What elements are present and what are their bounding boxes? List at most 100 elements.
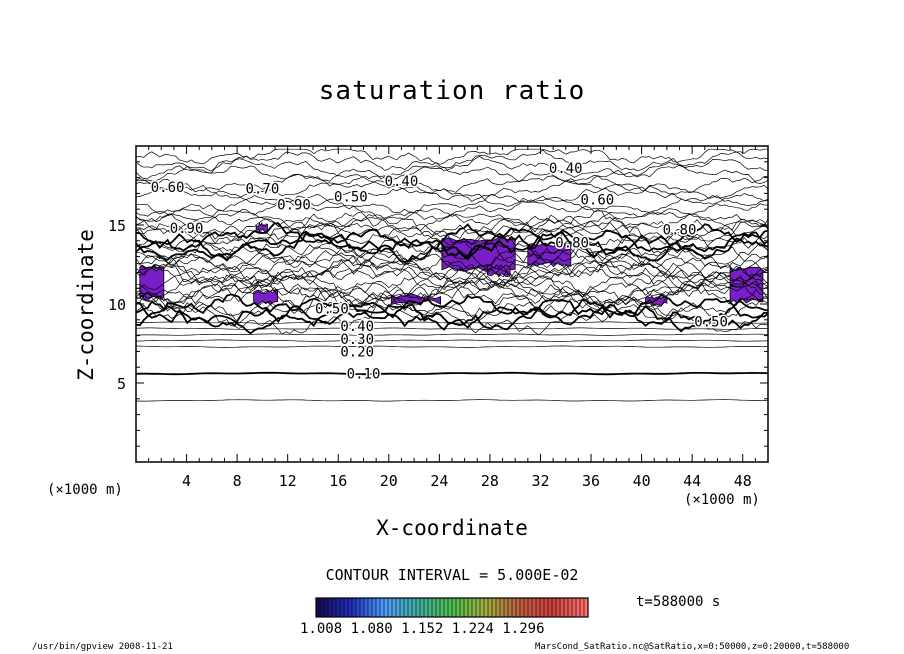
colorbar-swatch [560, 598, 565, 617]
supersaturated-region [441, 236, 516, 272]
contour-line [135, 178, 769, 202]
colorbar-swatch [584, 598, 589, 617]
colorbar-swatch [424, 598, 429, 617]
contour-label: 0.70 [246, 182, 280, 198]
x-tick-label: 32 [531, 472, 549, 490]
contour-labels-layer: 0.100.200.300.400.500.60 0.70 0.500.400.40… [149, 160, 729, 384]
colorbar-swatch [348, 598, 353, 617]
colorbar-swatch [540, 598, 545, 617]
x-tick-label: 20 [380, 472, 398, 490]
colorbar-swatch [448, 598, 453, 617]
colorbar-swatch [544, 598, 549, 617]
contour-line [135, 339, 768, 342]
colorbar-swatch [476, 598, 481, 617]
footer-left: /usr/bin/gpview 2008-11-21 [32, 642, 173, 652]
contour-line [135, 254, 769, 290]
colorbar-swatch [360, 598, 365, 617]
colorbar-tick-label: 1.008 [300, 621, 343, 637]
colorbar-swatch [388, 598, 393, 617]
contour-label: 0.90 [170, 221, 204, 237]
x-tick-label: 40 [633, 472, 651, 490]
y-tick-label: 15 [108, 217, 126, 235]
contour-line [135, 228, 769, 261]
contour-label: 0.60 [581, 193, 615, 209]
colorbar-swatch [496, 598, 501, 617]
footer-right: MarsCond_SatRatio.nc@SatRatio,x=0:50000,… [535, 642, 850, 652]
contour-interval-text: CONTOUR INTERVAL = 5.000E-02 [325, 566, 579, 584]
contour-line [135, 193, 769, 215]
colorbar-swatch [356, 598, 361, 617]
colorbar-swatch [556, 598, 561, 617]
colorbar-frame [315, 597, 589, 618]
contour-label: 0.60 [151, 180, 185, 196]
contour-label: 0.50 [315, 302, 349, 318]
contour-label: 0.40 [549, 161, 583, 177]
colorbar-swatch [464, 598, 469, 617]
colorbar-swatch [428, 598, 433, 617]
y-tick-label: 5 [117, 375, 126, 393]
colorbar-swatch [380, 598, 385, 617]
colorbar-tick-labels: 1.008 1.080 1.152 1.224 1.296 [300, 621, 545, 637]
colorbar-swatch [416, 598, 421, 617]
contour-line [135, 220, 769, 254]
colorbar-swatch [344, 598, 349, 617]
colorbar-swatch [508, 598, 513, 617]
time-label: t=588000 s [636, 594, 721, 610]
x-tick-label: 4 [182, 472, 191, 490]
colorbar-tick-label: 1.080 [350, 621, 393, 637]
colorbar-swatch [384, 598, 389, 617]
y-axis-label: Z-coordinate [74, 229, 98, 381]
colorbar-swatch [480, 598, 485, 617]
contour-line [135, 297, 769, 329]
colorbar-swatch [488, 598, 493, 617]
colorbar-swatch [372, 598, 377, 617]
contour-line [135, 213, 769, 245]
contour-label: 0.10 [347, 367, 381, 383]
colorbar-swatch [520, 598, 525, 617]
colorbar-swatch [412, 598, 417, 617]
contour-line [135, 278, 769, 312]
contour-line [135, 281, 769, 315]
colorbar-swatch [580, 598, 585, 617]
colorbar-swatch [376, 598, 381, 617]
contour-label: 0.90 [277, 197, 311, 213]
colorbar-swatch [452, 598, 457, 617]
colorbar-swatch [332, 598, 337, 617]
x-tick-label: 48 [734, 472, 752, 490]
contour-line [135, 399, 768, 402]
colorbar-swatch [528, 598, 533, 617]
colorbar-swatch [352, 598, 357, 617]
colorbar-swatch [576, 598, 581, 617]
colorbar-swatch [564, 598, 569, 617]
contour-label: 0.40 [340, 319, 374, 335]
supersaturated-region [645, 295, 668, 307]
y-tick-label: 10 [108, 296, 126, 314]
contour-label: 0.20 [340, 344, 374, 360]
colorbar-swatch [536, 598, 541, 617]
colorbar-swatch [320, 598, 325, 617]
contour-line [135, 293, 769, 327]
colorbar-swatch [396, 598, 401, 617]
colorbar-swatch [316, 598, 321, 617]
chart-title: saturation ratio [318, 76, 586, 106]
contour-line [135, 155, 769, 180]
contour-line [135, 286, 769, 319]
x-unit-right: (×1000 m) [684, 492, 760, 508]
colorbar-swatch [552, 598, 557, 617]
colorbar-swatch [572, 598, 577, 617]
x-unit-left: (×1000 m) [47, 482, 123, 498]
contour-line [135, 209, 769, 244]
colorbar-swatch [432, 598, 437, 617]
contour-label: 0.50 [694, 314, 728, 330]
colorbar-swatch [568, 598, 573, 617]
colorbar-swatch [444, 598, 449, 617]
colorbar-tick-label: 1.224 [451, 621, 494, 637]
colorbar-swatch [460, 598, 465, 617]
x-tick-label: 24 [430, 472, 448, 490]
contour-line [135, 333, 769, 336]
colorbar-swatch [404, 598, 409, 617]
colorbar-swatch [484, 598, 489, 617]
contour-line [135, 164, 769, 187]
